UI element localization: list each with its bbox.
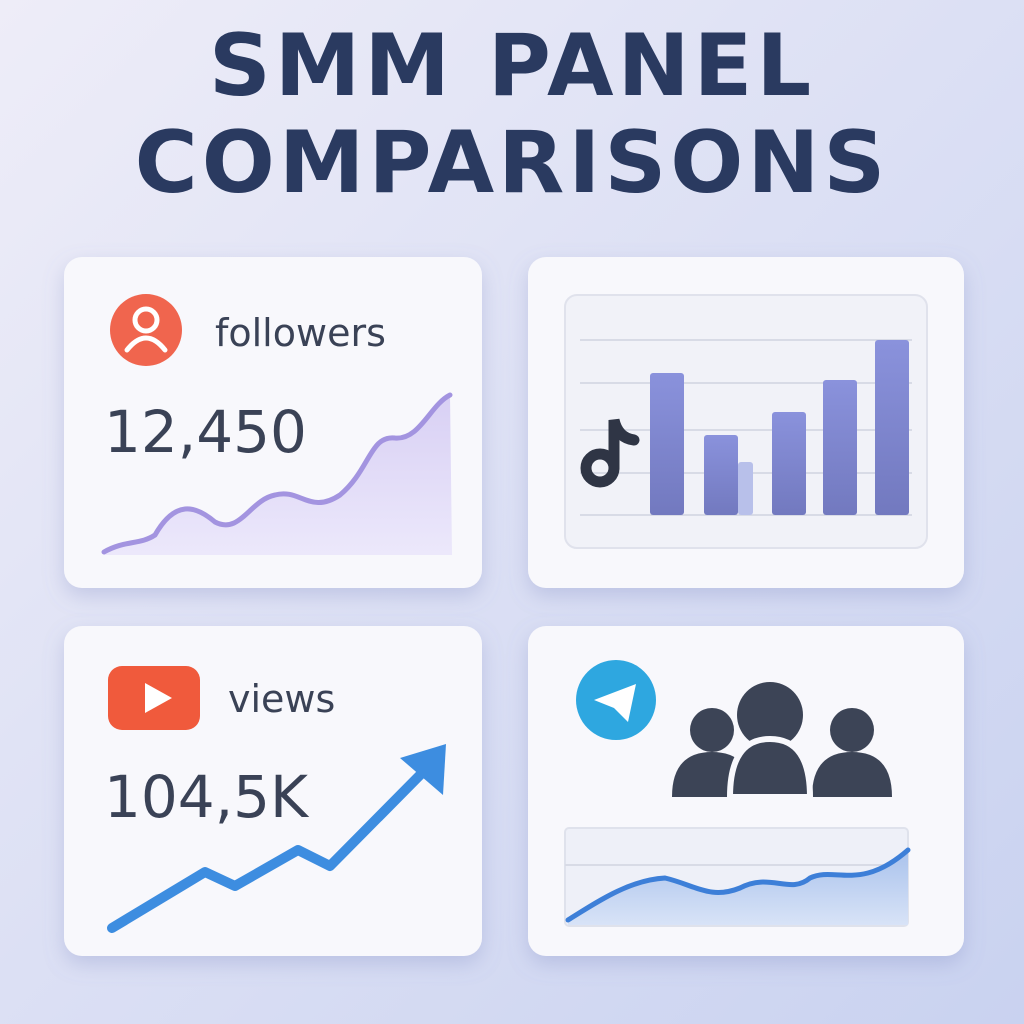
card-label: views [228, 677, 335, 721]
followers-card: followers 12,450 [64, 257, 482, 588]
area-chart [568, 850, 908, 925]
telegram-card [528, 626, 964, 956]
people-icon [672, 682, 892, 800]
views-card: views 104,5K [64, 626, 482, 956]
card-value: 104,5K [104, 763, 310, 831]
card-value: 12,450 [104, 398, 307, 466]
tiktok-logo [580, 418, 640, 488]
title-line: COMPARISONS [135, 113, 890, 213]
card-label: followers [215, 311, 386, 355]
tiktok-card [528, 257, 964, 588]
area-chart [104, 395, 452, 555]
bars [650, 340, 909, 515]
trend-arrow [107, 765, 430, 933]
title-line: SMM PANEL [209, 16, 815, 116]
